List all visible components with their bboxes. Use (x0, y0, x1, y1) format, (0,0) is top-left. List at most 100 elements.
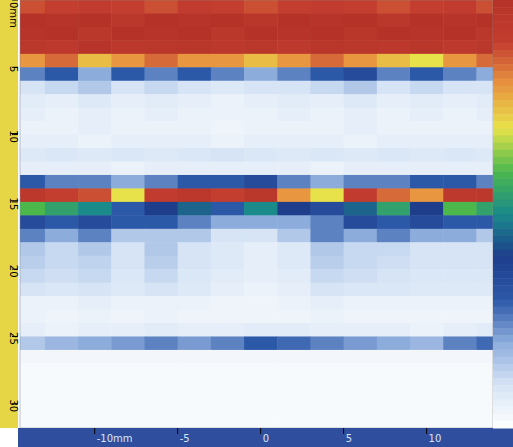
heat-cell (310, 350, 344, 364)
heat-cell (20, 229, 45, 243)
heat-cell (178, 215, 212, 229)
heat-cell (410, 0, 444, 14)
heat-cell (211, 310, 245, 324)
colorbar-step (493, 378, 513, 386)
colorbar-step (493, 271, 513, 279)
heat-cell (111, 310, 145, 324)
heat-cell (20, 215, 45, 229)
heat-cell (244, 188, 278, 202)
heat-cell (277, 350, 311, 364)
heat-cell (443, 296, 477, 310)
heat-cell (244, 94, 278, 108)
heat-cell (20, 296, 45, 310)
heat-cell (78, 94, 112, 108)
heat-cell (277, 13, 311, 27)
heat-cell (476, 323, 493, 337)
heat-cell (377, 350, 411, 364)
heat-cell (178, 67, 212, 81)
heat-cell (211, 229, 245, 243)
colorbar-step (493, 164, 513, 172)
heat-cell (78, 27, 112, 41)
heat-cell (377, 121, 411, 135)
heat-cell (476, 121, 493, 135)
heat-cell (244, 242, 278, 256)
heat-cell (178, 108, 212, 122)
heat-cell (277, 269, 311, 283)
heat-cell (310, 188, 344, 202)
heat-cell (443, 0, 477, 14)
heat-cell (45, 135, 79, 149)
x-tick-label: 0 (263, 433, 269, 444)
heat-cell (410, 417, 444, 428)
heat-cell (244, 256, 278, 270)
heat-cell (20, 350, 45, 364)
heat-cell (410, 108, 444, 122)
x-tick-label: -10mm (97, 433, 133, 444)
heat-cell (144, 54, 178, 68)
heat-cell (277, 242, 311, 256)
x-tick-label: -5 (180, 433, 190, 444)
heat-cell (277, 108, 311, 122)
heat-cell (277, 363, 311, 377)
colorbar-step (493, 407, 513, 415)
heat-cell (244, 377, 278, 391)
heat-cell (443, 121, 477, 135)
heat-cell (476, 81, 493, 95)
heat-cell (144, 162, 178, 176)
heat-cell (144, 108, 178, 122)
heat-cell (144, 202, 178, 216)
heat-cell (45, 310, 79, 324)
heat-cell (277, 404, 311, 418)
heat-cell (410, 390, 444, 404)
heat-cell (20, 27, 45, 41)
y-tick-label: 30 (8, 399, 19, 412)
heat-cell (20, 108, 45, 122)
heat-cell (211, 0, 245, 14)
heat-cell (20, 0, 45, 14)
heat-cell (111, 229, 145, 243)
heat-cell (178, 310, 212, 324)
heat-cell (377, 256, 411, 270)
colorbar-step (493, 50, 513, 58)
colorbar-step (493, 157, 513, 165)
heat-cell (45, 40, 79, 54)
colorbar-step (493, 321, 513, 329)
heat-cell (310, 202, 344, 216)
plot-background (20, 0, 493, 428)
colorbar-step (493, 86, 513, 94)
heat-cell (78, 269, 112, 283)
heat-cell (178, 336, 212, 350)
heat-cell (244, 323, 278, 337)
x-axis-strip (18, 428, 513, 447)
heat-cell (277, 202, 311, 216)
heat-cell (45, 417, 79, 428)
heat-cell (344, 269, 378, 283)
heat-cell (410, 27, 444, 41)
heat-cell (111, 283, 145, 297)
heat-cell (410, 296, 444, 310)
colorbar-step (493, 228, 513, 236)
heat-cell (78, 188, 112, 202)
heat-cell (310, 296, 344, 310)
heat-cell (344, 242, 378, 256)
heat-cell (45, 121, 79, 135)
heat-cell (111, 148, 145, 162)
heat-cell (144, 94, 178, 108)
heat-cell (111, 350, 145, 364)
heat-cell (78, 323, 112, 337)
heat-cell (410, 350, 444, 364)
heat-cell (78, 417, 112, 428)
heat-cell (144, 363, 178, 377)
heat-cell (443, 175, 477, 189)
colorbar-step (493, 399, 513, 407)
heat-cell (144, 390, 178, 404)
heat-cell (211, 121, 245, 135)
heat-cell (45, 0, 79, 14)
heat-cell (211, 67, 245, 81)
heat-cell (144, 296, 178, 310)
colorbar-step (493, 364, 513, 372)
heat-cell (476, 188, 493, 202)
heat-cell (111, 256, 145, 270)
heat-cell (244, 54, 278, 68)
heat-cell (144, 188, 178, 202)
